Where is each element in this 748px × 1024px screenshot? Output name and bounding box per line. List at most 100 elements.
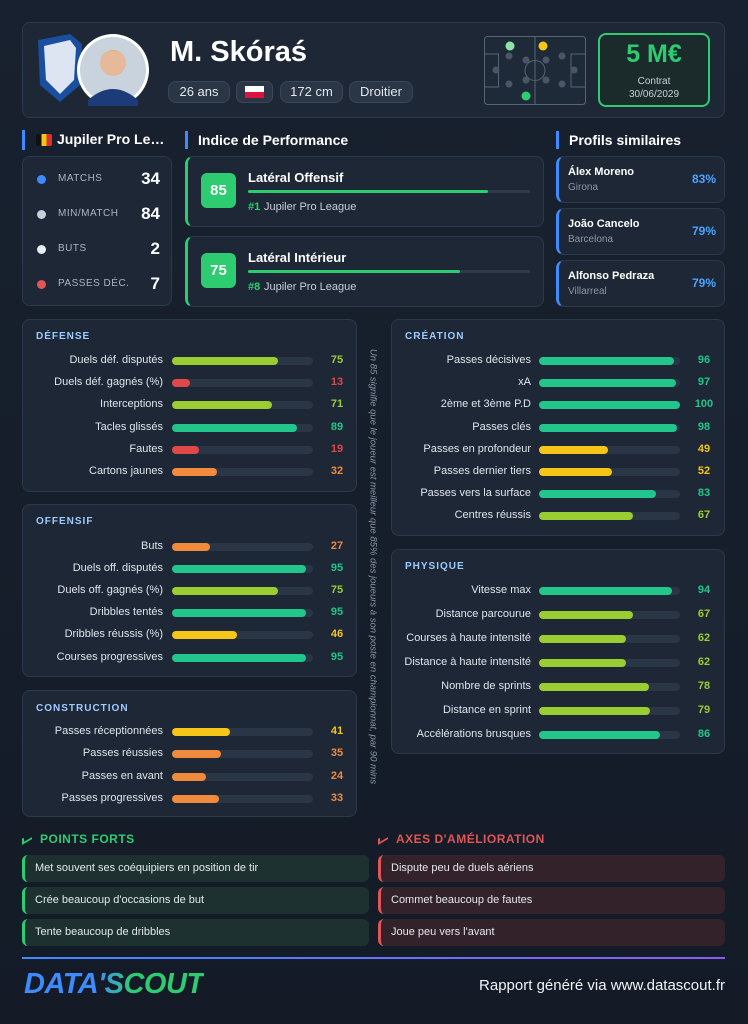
stat-label: Passes réussies [82, 747, 163, 760]
stat-track [172, 423, 313, 432]
section-title: CRÉATION [405, 331, 465, 342]
stat-label: Duels déf. disputés [69, 354, 163, 366]
stat-track [539, 635, 680, 643]
stat-bar [539, 357, 675, 365]
stat-bar [172, 728, 230, 736]
stat-value: 75 [330, 354, 344, 366]
section-card [391, 549, 725, 754]
stat-label: Centres réussis [454, 509, 531, 522]
stat-label: MATCHS [58, 173, 103, 184]
stat-value: 98 [697, 420, 711, 433]
stat-label: BUTS [58, 243, 87, 254]
stat-value: 97 [697, 376, 711, 389]
foot-tag: Droitier [349, 81, 413, 103]
stat-label: Vitesse max [471, 584, 531, 596]
league-title: Jupiler Pro League [57, 131, 172, 147]
stat-value: 19 [330, 442, 344, 455]
list-item: Crée beaucoup d'occasions de but [35, 894, 205, 906]
stat-track [172, 772, 313, 781]
player-name: M. Skóraś [170, 36, 307, 68]
list-card [22, 855, 369, 882]
stat-label: Nombre de sprints [441, 680, 531, 692]
stat-icon [37, 175, 46, 184]
stat-track [539, 401, 680, 410]
stat-label: xA [518, 376, 531, 389]
stat-track [172, 750, 313, 759]
stat-label: Buts [140, 540, 163, 552]
stat-track [172, 728, 313, 736]
performance-rank: #1 [248, 201, 261, 213]
stat-label: 2ème et 3ème P.D [440, 398, 531, 411]
league-head [22, 130, 174, 150]
performance-role: Latéral Intérieur [248, 250, 347, 265]
stat-icon [37, 210, 46, 219]
contract-date: 30/06/2029 [628, 89, 680, 100]
stat-value: 62 [697, 632, 711, 644]
contract-label: Contrat [637, 76, 671, 87]
stat-value: 52 [697, 465, 711, 477]
stat-label: PASSES DÉC. [58, 278, 130, 289]
stat-value: 33 [330, 792, 344, 805]
list-card [378, 919, 725, 946]
stat-track [172, 357, 313, 365]
similar-match: 79% [691, 276, 716, 290]
stat-value: 75 [330, 584, 344, 597]
section-title: DÉFENSE [36, 331, 91, 342]
percentile-note: Un 85 signifie que le joueur est meilleu… [367, 348, 379, 785]
performance-title: Indice de Performance [185, 131, 485, 149]
performance-bar [248, 190, 488, 193]
stat-value: 95 [330, 650, 344, 663]
section-title: PHYSIQUE [405, 561, 465, 572]
similar-name: Alfonso Pedraza [568, 270, 655, 282]
stat-value: 27 [330, 540, 344, 552]
stat-value: 24 [330, 769, 344, 782]
stat-label: Passes vers la surface [420, 487, 531, 500]
stat-label: Duels off. disputés [72, 562, 163, 575]
club-logo-inner [44, 40, 76, 94]
value-card [598, 33, 710, 107]
stat-bar [172, 653, 306, 662]
stat-label: Passes en profondeur [423, 442, 531, 455]
stat-icon [37, 280, 46, 289]
list-title: AXES D'AMÉLIORATION [396, 832, 545, 846]
list-title: POINTS FORTS [40, 832, 135, 846]
similar-club: Girona [568, 182, 599, 193]
stat-bar [539, 401, 680, 410]
stat-label: Passes dernier tiers [433, 465, 531, 477]
stat-value: 7 [150, 274, 160, 293]
stat-value: 13 [330, 376, 344, 389]
stat-label: Interceptions [100, 398, 163, 411]
stat-track [539, 357, 680, 365]
stat-bar [172, 609, 306, 618]
list-card [378, 887, 725, 914]
stat-label: Passes décisives [446, 354, 531, 366]
photo-shirt [88, 89, 138, 106]
similar-club: Barcelona [568, 234, 614, 245]
stat-track [172, 587, 313, 596]
stat-track [539, 379, 680, 388]
stat-value: 67 [697, 608, 711, 620]
stat-track [172, 565, 313, 574]
list-icon [22, 833, 32, 845]
stat-track [539, 683, 680, 691]
stat-label: Dribbles tentés [89, 606, 163, 619]
stat-label: Passes en avant [81, 769, 163, 782]
stat-label: Passes réceptionnées [54, 725, 163, 737]
similar-name: Álex Moreno [568, 166, 635, 178]
stat-bar [172, 401, 273, 410]
stat-value: 89 [330, 420, 344, 433]
stat-label: Accélérations brusques [416, 728, 531, 740]
stat-track [539, 611, 680, 619]
stat-label: Dribbles réussis (%) [64, 628, 163, 641]
stat-bar [172, 772, 206, 781]
stat-label: MIN/MATCH [58, 208, 119, 219]
stat-bar [539, 707, 651, 715]
stat-label: Passes progressives [61, 792, 164, 805]
list-card [378, 855, 725, 882]
stat-track [539, 731, 680, 739]
stat-label: Distance à haute intensité [404, 656, 531, 668]
stat-label: Courses progressives [56, 650, 163, 663]
stat-bar [172, 795, 219, 804]
stat-label: Duels déf. gagnés (%) [54, 376, 163, 389]
footer-logo: DATA'SCOUT [24, 968, 204, 1000]
